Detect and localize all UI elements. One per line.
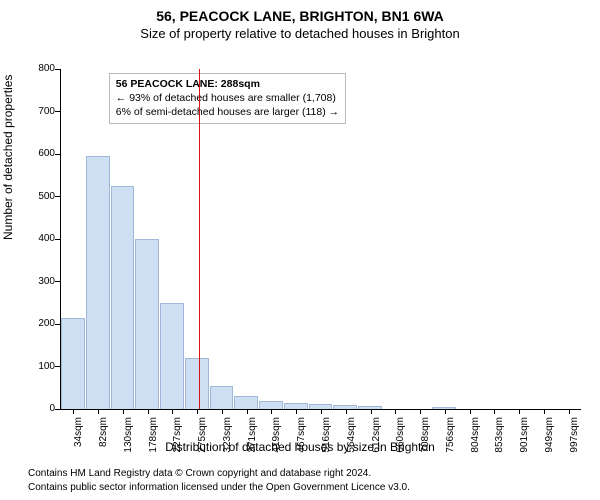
y-tick: 0 bbox=[27, 403, 55, 414]
footer-line-1: Contains HM Land Registry data © Crown c… bbox=[0, 467, 600, 481]
footer: Contains HM Land Registry data © Crown c… bbox=[0, 467, 600, 494]
histogram-bar bbox=[259, 401, 283, 410]
x-axis-label: Distribution of detached houses by size … bbox=[0, 440, 600, 454]
page-title: 56, PEACOCK LANE, BRIGHTON, BN1 6WA bbox=[0, 8, 600, 24]
y-axis-label: Number of detached properties bbox=[1, 75, 15, 240]
x-tick: 371sqm bbox=[247, 417, 258, 461]
histogram-bar bbox=[210, 386, 234, 409]
y-tick: 700 bbox=[27, 106, 55, 117]
chart-plot-area: 56 PEACOCK LANE: 288sqm ← 93% of detache… bbox=[60, 69, 581, 410]
x-tick: 853sqm bbox=[494, 417, 505, 461]
x-tick: 323sqm bbox=[222, 417, 233, 461]
histogram-bar bbox=[185, 358, 209, 409]
x-tick: 708sqm bbox=[420, 417, 431, 461]
x-tick-mark bbox=[296, 409, 297, 414]
y-tick: 200 bbox=[27, 318, 55, 329]
y-tick: 600 bbox=[27, 148, 55, 159]
x-tick-mark bbox=[98, 409, 99, 414]
x-tick-mark bbox=[271, 409, 272, 414]
callout-line-1: 56 PEACOCK LANE: 288sqm bbox=[116, 77, 339, 91]
x-tick: 612sqm bbox=[371, 417, 382, 461]
footer-line-2: Contains public sector information licen… bbox=[0, 481, 600, 495]
x-tick-mark bbox=[73, 409, 74, 414]
x-tick: 949sqm bbox=[544, 417, 555, 461]
y-tick: 400 bbox=[27, 233, 55, 244]
x-tick: 34sqm bbox=[73, 417, 84, 461]
x-tick-mark bbox=[247, 409, 248, 414]
x-tick: 275sqm bbox=[197, 417, 208, 461]
x-tick-mark bbox=[346, 409, 347, 414]
x-tick: 419sqm bbox=[271, 417, 282, 461]
x-tick-mark bbox=[321, 409, 322, 414]
callout-line-3: 6% of semi-detached houses are larger (1… bbox=[116, 105, 339, 119]
y-tick: 300 bbox=[27, 276, 55, 287]
y-tick: 800 bbox=[27, 63, 55, 74]
x-tick: 804sqm bbox=[470, 417, 481, 461]
x-tick-mark bbox=[371, 409, 372, 414]
x-tick-mark bbox=[222, 409, 223, 414]
x-tick-mark bbox=[123, 409, 124, 414]
y-tick: 100 bbox=[27, 361, 55, 372]
x-tick-mark bbox=[519, 409, 520, 414]
x-tick: 467sqm bbox=[296, 417, 307, 461]
x-tick-mark bbox=[148, 409, 149, 414]
x-tick-mark bbox=[395, 409, 396, 414]
callout-box: 56 PEACOCK LANE: 288sqm ← 93% of detache… bbox=[109, 73, 346, 124]
x-tick: 516sqm bbox=[321, 417, 332, 461]
histogram-bar bbox=[234, 396, 258, 409]
marker-line bbox=[199, 69, 200, 409]
callout-line-2: ← 93% of detached houses are smaller (1,… bbox=[116, 91, 339, 105]
x-tick-mark bbox=[445, 409, 446, 414]
x-tick: 227sqm bbox=[172, 417, 183, 461]
x-tick: 660sqm bbox=[395, 417, 406, 461]
x-tick-mark bbox=[420, 409, 421, 414]
histogram-bar bbox=[135, 239, 159, 409]
x-tick: 564sqm bbox=[346, 417, 357, 461]
histogram-bar bbox=[160, 303, 184, 409]
page-subtitle: Size of property relative to detached ho… bbox=[0, 26, 600, 41]
x-tick-mark bbox=[172, 409, 173, 414]
y-tick: 500 bbox=[27, 191, 55, 202]
x-tick: 178sqm bbox=[148, 417, 159, 461]
x-tick: 82sqm bbox=[98, 417, 109, 461]
x-tick-mark bbox=[197, 409, 198, 414]
histogram-bar bbox=[111, 186, 135, 409]
x-tick-mark bbox=[494, 409, 495, 414]
x-tick-mark bbox=[544, 409, 545, 414]
x-tick: 130sqm bbox=[123, 417, 134, 461]
histogram-bar bbox=[86, 156, 110, 409]
x-tick: 997sqm bbox=[569, 417, 580, 461]
histogram-bar bbox=[61, 318, 85, 409]
x-tick: 901sqm bbox=[519, 417, 530, 461]
x-tick-mark bbox=[470, 409, 471, 414]
x-tick-mark bbox=[569, 409, 570, 414]
x-tick: 756sqm bbox=[445, 417, 456, 461]
